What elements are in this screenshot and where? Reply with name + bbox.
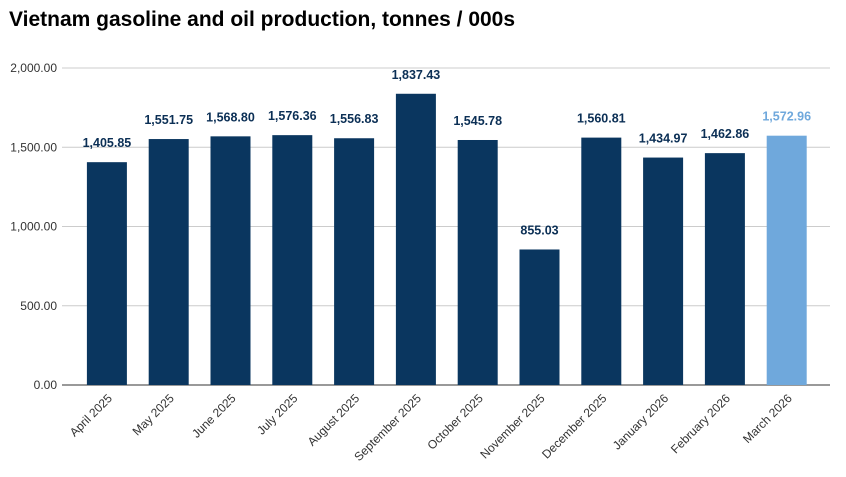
x-tick-label: September 2025: [351, 391, 424, 464]
bar: [334, 138, 375, 385]
data-label: 1,545.78: [453, 114, 502, 128]
data-label: 1,462.86: [701, 127, 750, 141]
data-label: 1,434.97: [639, 132, 688, 146]
bar: [704, 153, 745, 385]
x-tick-label: May 2025: [130, 391, 177, 438]
bar: [766, 135, 807, 385]
x-tick-label: December 2025: [539, 391, 610, 462]
data-label: 1,556.83: [330, 112, 379, 126]
bar: [457, 139, 498, 385]
y-tick-label: 2,000.00: [10, 61, 57, 75]
x-tick-label: October 2025: [425, 391, 487, 453]
data-label: 1,568.80: [206, 110, 255, 124]
data-label: 855.03: [520, 223, 558, 237]
chart-title: Vietnam gasoline and oil production, ton…: [9, 8, 516, 31]
data-label: 1,576.36: [268, 109, 317, 123]
data-label: 1,560.81: [577, 112, 626, 126]
x-tick-label: April 2025: [67, 391, 115, 439]
bar: [581, 137, 622, 385]
bar: [519, 249, 560, 385]
bar: [210, 136, 251, 385]
bar: [643, 157, 684, 385]
x-tick-label: June 2025: [189, 391, 239, 441]
x-tick-label: November 2025: [477, 391, 548, 462]
x-tick-label: July 2025: [254, 391, 300, 437]
x-tick-label: March 2026: [740, 391, 795, 446]
bar: [148, 139, 189, 385]
y-tick-label: 500.00: [20, 299, 57, 313]
data-label: 1,551.75: [144, 113, 193, 127]
x-tick-label: February 2026: [668, 391, 733, 456]
y-tick-label: 0.00: [34, 378, 58, 392]
data-label: 1,572.96: [762, 110, 811, 124]
x-tick-label: August 2025: [305, 391, 363, 449]
y-tick-label: 1,000.00: [10, 220, 57, 234]
bar: [272, 135, 313, 385]
data-label: 1,837.43: [392, 68, 441, 82]
data-label: 1,405.85: [83, 136, 132, 150]
bar: [395, 93, 436, 386]
bar: [86, 162, 127, 385]
x-tick-label: January 2026: [610, 391, 672, 453]
y-tick-label: 1,500.00: [10, 140, 57, 154]
